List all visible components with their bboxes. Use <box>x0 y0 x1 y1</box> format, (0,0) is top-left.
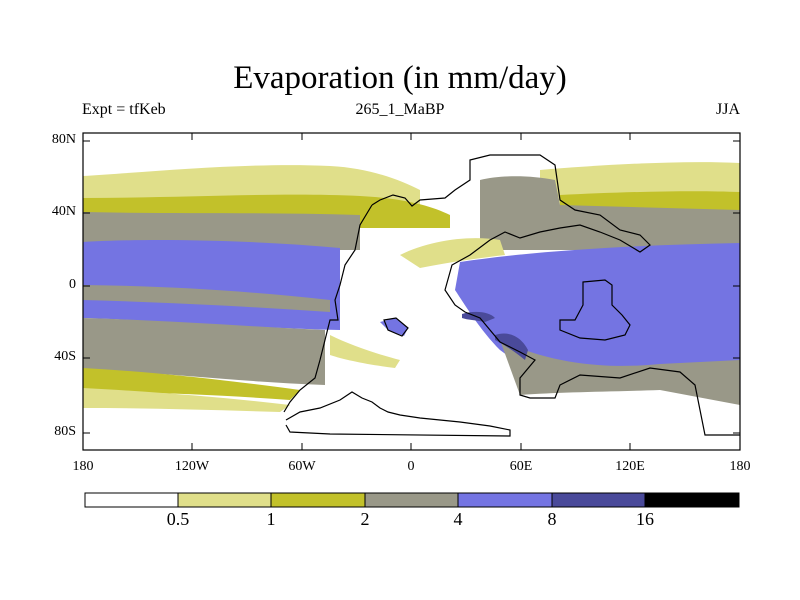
colorbar-bin-5 <box>457 492 553 508</box>
contour-eq-2-4-strip <box>83 285 330 312</box>
plot-title: Evaporation (in mm/day) <box>233 60 567 96</box>
colorbar-label-4: 4 <box>453 509 463 529</box>
colorbar-label-0.5: 0.5 <box>166 509 190 529</box>
colorbar-label-16: 16 <box>636 509 654 529</box>
contour-s-0.5-1-patch <box>330 335 400 368</box>
evaporation-field <box>83 133 740 450</box>
contour-eq-4-8-east <box>455 243 740 373</box>
lat-label-80n: 80N <box>51 132 76 147</box>
colorbar-label-2: 2 <box>360 509 370 529</box>
lon-label-120w: 120W <box>174 459 210 474</box>
coastline-east-continent <box>559 279 631 341</box>
colorbar-bin-7 <box>644 492 740 508</box>
colorbar-bin-3 <box>270 492 366 508</box>
contour-s-2-4-west <box>83 318 325 385</box>
colorbar-label-1: 1 <box>266 509 276 529</box>
colorbar-bin-2 <box>177 492 272 508</box>
coastline-west-continent <box>283 204 373 413</box>
lat-label-eq: 0 <box>69 277 76 292</box>
colorbar-bin-4 <box>364 492 459 508</box>
coastline-americas <box>371 154 740 436</box>
continent-outlines <box>283 154 740 437</box>
coastline-island <box>383 317 409 337</box>
coastline-south-land <box>285 391 511 437</box>
contour-eq-4-8-west <box>83 240 340 330</box>
lat-label-80s: 80S <box>54 424 76 439</box>
experiment-label: Expt = tfKeb <box>82 101 166 118</box>
lon-label-60w: 60W <box>288 459 316 474</box>
contour-8-16-b <box>495 333 528 360</box>
colorbar-label-8: 8 <box>547 509 557 529</box>
period-label: 265_1_MaBP <box>355 101 445 118</box>
season-label: JJA <box>715 101 740 118</box>
lon-label-60e: 60E <box>509 459 533 474</box>
lon-label-120e: 120E <box>615 459 645 474</box>
lat-label-40s: 40S <box>54 349 76 364</box>
colorbar-bin-6 <box>551 492 646 508</box>
contour-s-0.5-1-west <box>83 388 290 412</box>
lon-label-180w: 180 <box>72 459 94 474</box>
colorbar-bin-1 <box>84 492 179 508</box>
lon-label-0: 0 <box>407 459 415 474</box>
contour-island-4-8 <box>380 318 408 336</box>
lat-label-40n: 40N <box>51 204 76 219</box>
axis-ticks <box>82 133 741 450</box>
contour-land-yellow <box>400 238 505 268</box>
colorbar <box>84 492 740 508</box>
contour-s-2-4-east <box>500 340 740 405</box>
lon-label-180e: 180 <box>729 459 751 474</box>
